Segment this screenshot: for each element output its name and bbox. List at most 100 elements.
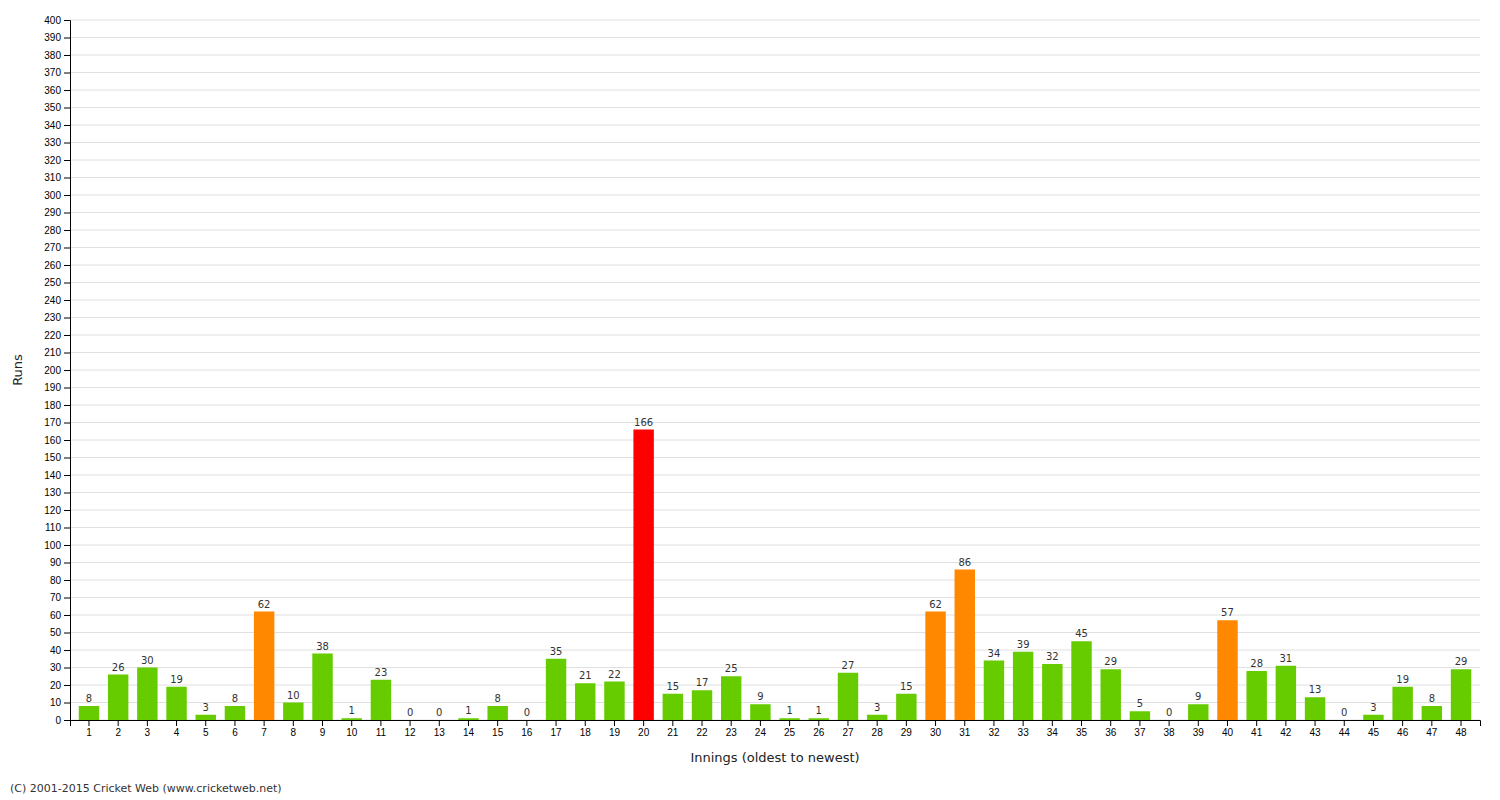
- data-label: 34: [988, 648, 1001, 659]
- bar: [925, 612, 945, 721]
- y-tick-mark: [64, 668, 70, 669]
- y-tick-label: 130: [44, 487, 61, 498]
- bar: [1130, 711, 1150, 720]
- y-tick-mark: [64, 545, 70, 546]
- y-tick-label: 310: [44, 172, 61, 183]
- bar: [721, 676, 741, 720]
- x-tick: 1: [86, 720, 92, 738]
- y-tick: 190: [44, 382, 70, 393]
- x-tick-label: 2: [115, 727, 121, 738]
- x-tick-label: 16: [521, 727, 533, 738]
- x-tick-mark: [293, 720, 294, 726]
- grid-line: [70, 352, 1480, 353]
- bar: [1392, 687, 1412, 720]
- x-tick-label: 13: [434, 727, 446, 738]
- bar: [1305, 697, 1325, 720]
- x-tick-mark: [1461, 720, 1462, 726]
- x-tick-mark: [818, 720, 819, 726]
- y-tick-mark: [64, 283, 70, 284]
- bar: [108, 675, 128, 721]
- data-label: 1: [465, 705, 471, 716]
- x-tick: 4: [174, 720, 180, 738]
- x-tick: 39: [1193, 720, 1205, 738]
- x-tick-label: 21: [667, 727, 679, 738]
- x-tick-label: 25: [784, 727, 796, 738]
- y-tick-label: 0: [55, 715, 61, 726]
- x-tick-mark: [468, 720, 469, 726]
- grid-line: [70, 107, 1480, 108]
- y-tick-label: 90: [50, 557, 62, 568]
- grid-line: [70, 387, 1480, 388]
- x-tick-label: 27: [842, 727, 854, 738]
- data-label: 23: [375, 667, 388, 678]
- data-label: 30: [141, 655, 154, 666]
- bar: [312, 654, 332, 721]
- y-tick-mark: [64, 160, 70, 161]
- data-label: 39: [1017, 639, 1030, 650]
- bar: [429, 720, 449, 721]
- x-tick-label: 18: [580, 727, 592, 738]
- x-tick-mark: [643, 720, 644, 726]
- y-tick: 390: [44, 32, 70, 43]
- annotation: (C) 2001-2015 Cricket Web (www.cricketwe…: [10, 782, 282, 795]
- y-tick-mark: [64, 388, 70, 389]
- bar: [1159, 720, 1179, 721]
- data-label: 8: [232, 693, 238, 704]
- x-tick-label: 34: [1047, 727, 1059, 738]
- y-tick: 330: [44, 137, 70, 148]
- x-tick: 9: [320, 720, 326, 738]
- x-tick-label: 12: [405, 727, 417, 738]
- y-tick: 300: [44, 190, 70, 201]
- data-label: 10: [287, 690, 300, 701]
- y-tick-mark: [64, 300, 70, 301]
- y-tick: 380: [44, 50, 70, 61]
- y-tick-label: 400: [44, 15, 61, 26]
- grid-line: [70, 650, 1480, 651]
- x-tick-label: 9: [320, 727, 326, 738]
- x-tick-label: 43: [1309, 727, 1321, 738]
- y-tick: 340: [44, 120, 70, 131]
- x-tick-label: 40: [1222, 727, 1234, 738]
- y-tick: 260: [44, 260, 70, 271]
- y-tick-label: 120: [44, 505, 61, 516]
- x-tick-label: 1: [86, 727, 92, 738]
- y-tick-label: 40: [50, 645, 62, 656]
- grid-line: [70, 597, 1480, 598]
- data-label: 57: [1221, 607, 1234, 618]
- data-label: 5: [1137, 698, 1143, 709]
- grid-line: [70, 230, 1480, 231]
- y-tick-mark: [64, 108, 70, 109]
- bar: [1100, 669, 1120, 720]
- y-axis: 0102030405060708090100110120130140150160…: [44, 15, 70, 726]
- y-tick: 60: [50, 610, 70, 621]
- y-tick-label: 230: [44, 312, 61, 323]
- x-tick-mark: [1110, 720, 1111, 726]
- y-tick-mark: [64, 178, 70, 179]
- grid-line: [70, 212, 1480, 213]
- x-tick-label: 23: [726, 727, 738, 738]
- y-tick-mark: [64, 475, 70, 476]
- grid-line: [70, 125, 1480, 126]
- grid-line: [70, 265, 1480, 266]
- bar: [984, 661, 1004, 721]
- grid-line: [70, 247, 1480, 248]
- y-tick-mark: [64, 598, 70, 599]
- y-tick: 230: [44, 312, 70, 323]
- y-tick-label: 150: [44, 452, 61, 463]
- x-tick-mark: [1081, 720, 1082, 726]
- y-tick-label: 360: [44, 85, 61, 96]
- x-tick-label: 31: [959, 727, 971, 738]
- grid: [70, 20, 1480, 720]
- x-tick: 19: [609, 720, 621, 738]
- x-tick-label: 33: [1018, 727, 1030, 738]
- x-tick: 29: [901, 720, 913, 738]
- x-tick: 24: [755, 720, 767, 738]
- plot: 8263019386210381230018035212216615172591…: [44, 15, 1480, 738]
- x-tick-mark: [760, 720, 761, 726]
- grid-line: [70, 702, 1480, 703]
- y-tick-mark: [64, 580, 70, 581]
- y-tick-mark: [64, 230, 70, 231]
- data-label: 19: [170, 674, 183, 685]
- y-tick-label: 380: [44, 50, 61, 61]
- x-tick-mark: [556, 720, 557, 726]
